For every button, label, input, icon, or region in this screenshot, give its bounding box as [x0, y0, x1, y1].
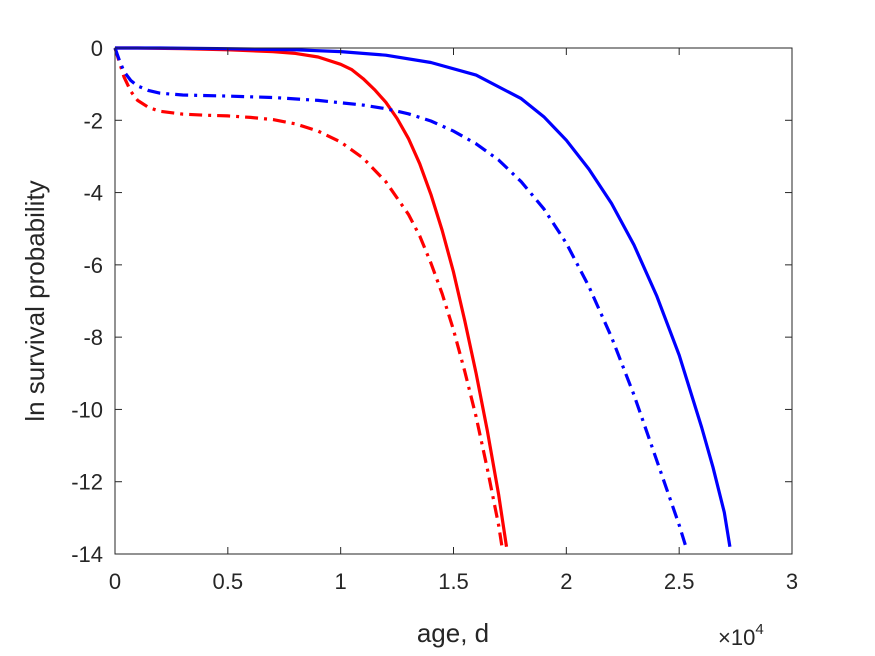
- y-tick-label: -2: [83, 108, 103, 133]
- series-line-red-dashdot: [113, 47, 504, 548]
- y-tick-label: 0: [91, 36, 103, 61]
- y-tick-label: -12: [71, 470, 103, 495]
- x-tick-label: 3: [786, 569, 798, 594]
- x-exponent-label: ×104: [718, 621, 764, 650]
- series-line-red-solid: [115, 46, 509, 548]
- x-tick-label: 1.5: [438, 569, 469, 594]
- y-tick-label: -14: [71, 542, 103, 567]
- x-tick-label: 0: [109, 569, 121, 594]
- y-tick-label: -10: [71, 397, 103, 422]
- y-tick-label: -4: [83, 181, 103, 206]
- y-axis-label: ln survival probability: [20, 180, 50, 421]
- series-line-blue-solid: [115, 46, 732, 548]
- x-axis-label: age, d: [417, 618, 489, 648]
- x-exponent-base: 10: [731, 625, 755, 650]
- x-tick-label: 2: [560, 569, 572, 594]
- series-layer: [113, 46, 732, 548]
- y-tick-label: -8: [83, 325, 103, 350]
- ticks-layer: 0 0.5 1 1.5 2 2.5 3 0 -2 -4 -6 -8 -10 -12 -14: [71, 36, 798, 594]
- x-tick-label: 1: [335, 569, 347, 594]
- x-exponent-times: ×: [718, 625, 731, 650]
- y-tick-label: -6: [83, 253, 103, 278]
- x-exponent-power: 4: [755, 621, 763, 638]
- x-tick-label: 0.5: [213, 569, 244, 594]
- series-line-blue-dashdot: [113, 47, 688, 548]
- plot-area: [115, 48, 792, 554]
- x-tick-label: 2.5: [664, 569, 695, 594]
